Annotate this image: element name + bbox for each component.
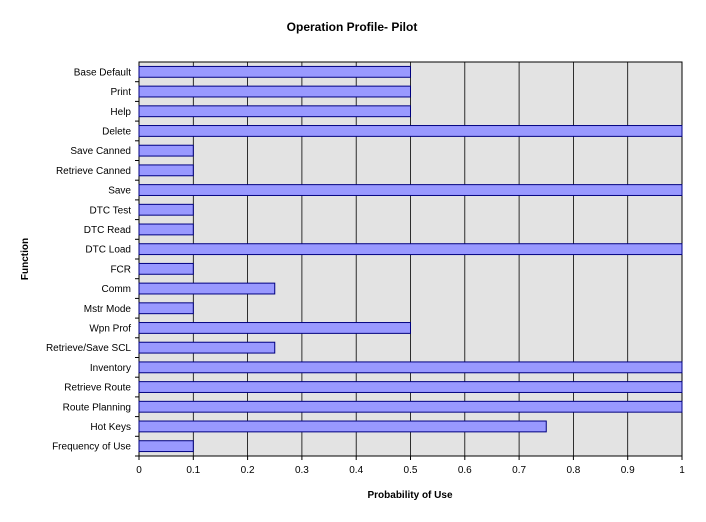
- x-tick-label: 0: [136, 465, 142, 476]
- y-axis-categories: Base Default Print Help Delete Save Canned Re…: [46, 67, 139, 457]
- x-tick-label: 0.7: [512, 465, 526, 476]
- bar: [138, 184, 683, 196]
- category-label: Print: [110, 87, 131, 98]
- bar: [138, 203, 194, 216]
- y-axis-title: Function: [20, 238, 31, 280]
- x-tick-label: 0.1: [186, 465, 200, 476]
- category-label: Frequency of Use: [52, 442, 131, 453]
- bar: [138, 361, 683, 374]
- x-axis-title: Probability of Use: [367, 490, 452, 501]
- bar: [138, 223, 194, 236]
- bar: [138, 65, 411, 78]
- category-label: Wpn Prof: [89, 323, 131, 334]
- chart-title: Operation Profile- Pilot: [287, 20, 418, 34]
- x-tick-label: 0.8: [566, 465, 580, 476]
- bar: [138, 164, 194, 177]
- category-label: Route Planning: [63, 402, 131, 413]
- category-label: Retrieve Canned: [56, 166, 131, 177]
- bar: [138, 420, 547, 433]
- x-tick-label: 0.2: [241, 465, 255, 476]
- category-label: Save Canned: [70, 146, 131, 157]
- category-label: Mstr Mode: [84, 304, 132, 315]
- bar: [138, 302, 194, 315]
- category-label: FCR: [110, 264, 131, 275]
- bar: [138, 243, 683, 256]
- x-tick-label: 0.9: [621, 465, 635, 476]
- category-label: Help: [110, 107, 131, 118]
- bar: [138, 440, 194, 453]
- category-label: Comm: [102, 284, 131, 295]
- bar: [138, 85, 411, 98]
- bar: [138, 282, 276, 295]
- bar: [138, 400, 683, 413]
- x-tick-label: 0.5: [404, 465, 418, 476]
- category-label: DTC Test: [90, 205, 132, 216]
- category-label: Inventory: [90, 363, 131, 374]
- bars: [138, 65, 683, 453]
- category-label: DTC Read: [84, 225, 131, 236]
- category-label: Delete: [102, 126, 131, 137]
- bar: [138, 381, 683, 393]
- category-label: Save: [108, 186, 131, 197]
- x-axis-ticks: 0 0.1 0.2 0.3 0.4 0.5 0.6 0.7 0.8 0.9 1: [136, 456, 685, 476]
- x-tick-label: 0.4: [349, 465, 363, 476]
- x-tick-label: 0.3: [295, 465, 309, 476]
- category-label: Retrieve Route: [64, 383, 131, 394]
- bar: [138, 105, 411, 118]
- bar: [138, 262, 194, 275]
- category-label: Base Default: [74, 67, 131, 78]
- bar: [138, 322, 411, 334]
- bar: [138, 341, 276, 354]
- category-label: Hot Keys: [90, 422, 131, 433]
- bar: [138, 144, 194, 157]
- category-label: DTC Load: [85, 245, 131, 256]
- bar: [138, 125, 683, 137]
- category-label: Retrieve/Save SCL: [46, 343, 131, 354]
- x-tick-label: 0.6: [458, 465, 472, 476]
- x-tick-label: 1: [679, 465, 685, 476]
